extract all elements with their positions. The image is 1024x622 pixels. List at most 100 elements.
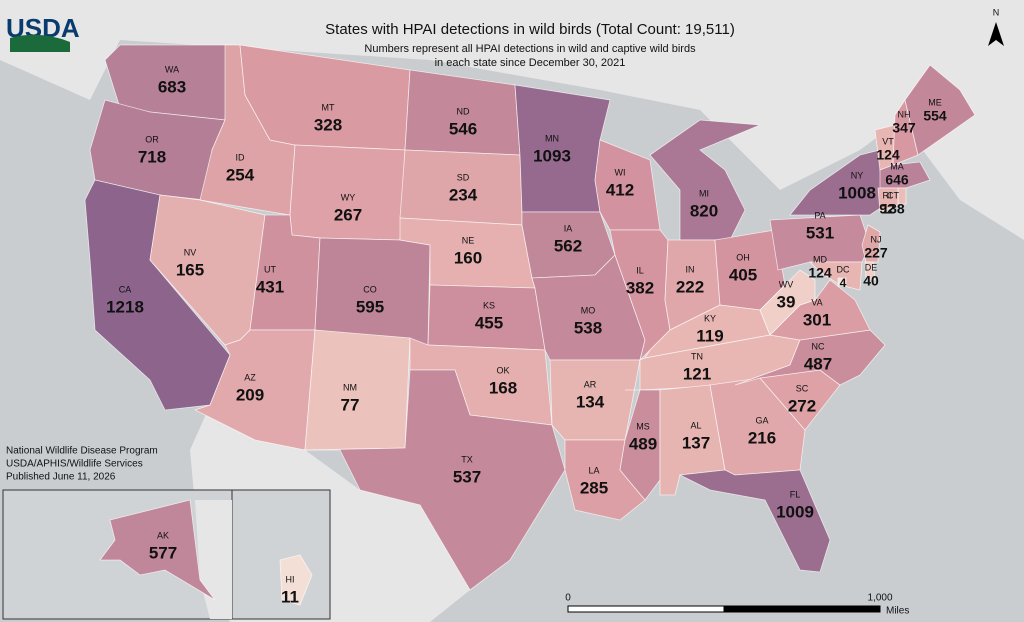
scale-end: 1,000 xyxy=(867,593,892,604)
state-abbr: DC xyxy=(837,264,850,274)
state-count: 165 xyxy=(176,260,204,279)
state-count: 1009 xyxy=(776,502,814,521)
state-count: 562 xyxy=(554,236,582,255)
state-count: 595 xyxy=(356,297,384,316)
state-abbr: MN xyxy=(545,133,559,143)
state-shape xyxy=(649,119,761,241)
state-count: 222 xyxy=(676,277,704,296)
state-count: 718 xyxy=(138,147,166,166)
scale-start: 0 xyxy=(565,593,571,604)
state-count: 820 xyxy=(690,201,718,220)
state-count: 1218 xyxy=(106,297,144,316)
state-abbr: IA xyxy=(564,223,573,233)
state-abbr: AR xyxy=(584,379,597,389)
state-abbr: RI xyxy=(883,190,892,200)
state-count: 554 xyxy=(923,108,947,124)
state-abbr: SD xyxy=(457,172,470,182)
state-abbr: IL xyxy=(636,265,644,275)
credit: USDA/APHIS/Wildlife Services xyxy=(6,459,143,470)
map-title: States with HPAI detections in wild bird… xyxy=(325,21,735,38)
state-count: 455 xyxy=(475,313,503,332)
map-subtitle: Numbers represent all HPAI detections in… xyxy=(364,43,696,55)
state-count: 646 xyxy=(885,172,909,188)
state-abbr: TX xyxy=(461,454,473,464)
state-count: 134 xyxy=(576,392,605,411)
state-abbr: IN xyxy=(686,264,695,274)
state-abbr: MD xyxy=(813,254,827,264)
state-count: 328 xyxy=(314,115,342,134)
state-abbr: KY xyxy=(704,313,716,323)
state-abbr: WI xyxy=(615,167,626,177)
state-count: 92 xyxy=(879,201,895,217)
state-abbr: NH xyxy=(898,109,911,119)
state-count: 160 xyxy=(454,248,482,267)
state-abbr: MO xyxy=(581,305,596,315)
state-count: 119 xyxy=(696,326,723,345)
state-count: 285 xyxy=(580,478,608,497)
state-abbr: CT xyxy=(887,190,899,200)
state-count: 301 xyxy=(803,310,831,329)
state-count: 1093 xyxy=(533,146,571,165)
state-shape xyxy=(877,187,899,213)
state-shape xyxy=(809,261,863,291)
state-abbr: ME xyxy=(928,97,942,107)
state-count: 227 xyxy=(864,245,888,261)
state-count: 487 xyxy=(804,354,832,373)
state-shape xyxy=(314,237,431,346)
credit: Published June 11, 2026 xyxy=(6,472,116,483)
state-count: 4 xyxy=(840,276,847,290)
scale-bar xyxy=(567,605,725,613)
state-count: 577 xyxy=(149,543,177,562)
inset-states: AK 577 HI 11 xyxy=(99,499,313,606)
north-label: N xyxy=(993,7,1000,17)
state-count: 405 xyxy=(729,265,757,284)
state-abbr: NV xyxy=(184,247,197,257)
state-count: 11 xyxy=(281,587,299,606)
state-count: 138 xyxy=(881,201,905,217)
state-abbr: VT xyxy=(882,136,894,146)
hawaii-inset xyxy=(231,489,331,620)
state-abbr: OH xyxy=(736,252,750,262)
state-shape xyxy=(864,261,876,281)
state-abbr: AZ xyxy=(244,372,256,382)
state-shape xyxy=(837,277,847,287)
state-abbr: NM xyxy=(343,382,357,392)
state-count: 347 xyxy=(892,120,916,136)
scale-unit: Miles xyxy=(886,606,909,617)
state-abbr: MA xyxy=(890,161,904,171)
state-abbr: WA xyxy=(165,64,179,74)
state-shape xyxy=(99,499,216,601)
state-abbr: VA xyxy=(811,297,822,307)
state-shape xyxy=(734,329,886,386)
state-abbr: TN xyxy=(691,351,703,361)
state-abbr: MS xyxy=(636,421,650,431)
state-count: 168 xyxy=(489,378,517,397)
state-abbr: UT xyxy=(264,264,276,274)
state-count: 546 xyxy=(449,119,477,138)
state-count: 412 xyxy=(606,180,634,199)
state-count: 431 xyxy=(256,277,284,296)
state-abbr: MI xyxy=(699,188,709,198)
state-count: 40 xyxy=(863,273,879,289)
state-abbr: SC xyxy=(796,383,809,393)
state-count: 1008 xyxy=(838,183,876,202)
state-abbr: NC xyxy=(812,341,825,351)
state-abbr: WV xyxy=(779,279,794,289)
state-count: 137 xyxy=(682,433,710,452)
state-abbr: NY xyxy=(851,170,864,180)
credit: National Wildlife Disease Program xyxy=(6,446,158,457)
state-count: 267 xyxy=(334,205,362,224)
state-shape xyxy=(304,329,411,451)
north-arrow xyxy=(988,22,1004,46)
state-abbr: PA xyxy=(814,210,825,220)
state-count: 216 xyxy=(748,428,776,447)
states xyxy=(84,44,976,591)
state-shape xyxy=(279,554,313,606)
state-count: 124 xyxy=(808,265,832,281)
logo-swoosh xyxy=(10,34,70,52)
state-abbr: OK xyxy=(496,365,509,375)
state-abbr: WY xyxy=(341,192,356,202)
state-abbr: LA xyxy=(588,465,599,475)
state-count: 272 xyxy=(788,396,816,415)
